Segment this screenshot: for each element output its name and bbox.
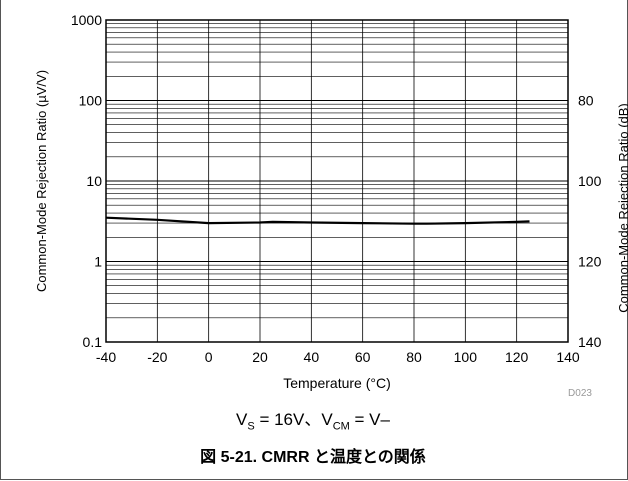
x-tick-label: 100 <box>454 349 478 365</box>
vcm-subscript: CM <box>332 420 350 433</box>
x-axis-label: Temperature (°C) <box>283 375 391 391</box>
x-tick-label: -40 <box>96 349 116 365</box>
x-tick-label: -20 <box>147 349 167 365</box>
series-line <box>105 216 530 225</box>
y2-tick-label: 140 <box>578 334 602 350</box>
chart-tick-labels: -40 -20 0 20 40 60 80 100 120 140 0.1 1 10 100 1000 80 1… <box>71 12 602 365</box>
plot-border <box>105 19 569 343</box>
condition-middle: = 16V、V <box>254 410 333 429</box>
x-tick-label: 80 <box>406 349 422 365</box>
x-tick-label: 20 <box>252 349 268 365</box>
y-axis-label: Common-Mode Rejection Ratio (µV/V) <box>34 70 49 292</box>
x-tick-label: 0 <box>205 349 213 365</box>
y-tick-label: 1000 <box>71 12 102 28</box>
x-tick-label: 40 <box>304 349 320 365</box>
y-tick-label: 100 <box>79 93 103 109</box>
y2-tick-label: 80 <box>578 93 594 109</box>
chart-grid <box>105 19 569 343</box>
y2-tick-label: 120 <box>578 254 602 270</box>
y2-tick-label: 100 <box>578 173 602 189</box>
cmrr-chart: -40 -20 0 20 40 60 80 100 120 140 0.1 1 10 100 1000 80 1… <box>34 12 628 399</box>
figure-code: D023 <box>568 388 592 399</box>
x-tick-label: 120 <box>505 349 529 365</box>
vs-symbol: V <box>236 410 248 429</box>
test-condition: VS = 16V、VCM = V– <box>0 405 626 432</box>
vs-subscript: S <box>247 420 255 433</box>
x-tick-label: 60 <box>355 349 371 365</box>
figure-title: 図 5-21. CMRR と温度との関係 <box>200 449 426 466</box>
y-tick-label: 10 <box>86 173 102 189</box>
y-tick-label: 0.1 <box>83 334 103 350</box>
chart-series <box>105 216 530 225</box>
y2-axis-label: Common-Mode Rejection Ratio (dB) <box>616 103 628 313</box>
condition-tail: = V– <box>349 410 390 429</box>
x-tick-label: 140 <box>556 349 580 365</box>
y-tick-label: 1 <box>94 254 102 270</box>
